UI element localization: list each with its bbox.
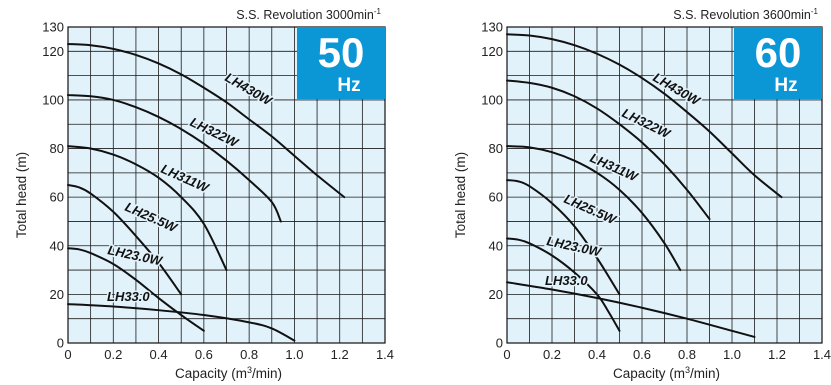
y-axis-title: Total head (m) (14, 152, 29, 238)
y-tick-label: 130 (42, 20, 64, 35)
frequency-badge-box (734, 27, 822, 99)
frequency-unit: Hz (774, 75, 797, 96)
curve-label-lh33-0: LH33.0 (545, 273, 588, 288)
x-tick-label: 0.6 (195, 347, 213, 362)
x-tick-label: 0.6 (633, 347, 651, 362)
y-tick-label: 60 (489, 190, 503, 205)
y-tick-label: 130 (481, 20, 503, 35)
x-tick-label: 1.0 (723, 347, 741, 362)
y-tick-label: 80 (50, 141, 64, 156)
x-tick-label: 0.8 (678, 347, 696, 362)
x-tick-label: 0.2 (543, 347, 561, 362)
frequency-number: 50 (318, 29, 365, 76)
x-tick-label: 1.2 (768, 347, 786, 362)
y-tick-label: 120 (481, 44, 503, 59)
x-tick-label: 0.4 (588, 347, 606, 362)
y-tick-label: 40 (50, 238, 64, 253)
revolution-label: S.S. Revolution 3000min-1 (236, 7, 381, 22)
x-tick-label: 1.0 (285, 347, 303, 362)
curve-label-lh33-0: LH33.0 (107, 289, 150, 304)
curve-lh430w (506, 33, 783, 199)
curve-lh322w (506, 79, 711, 221)
curve-lh25-5w (506, 179, 621, 296)
y-tick-label: 0 (496, 336, 503, 351)
y-tick-label: 40 (489, 238, 503, 253)
x-tick-label: 0.8 (240, 347, 258, 362)
y-tick-label: 100 (42, 92, 64, 107)
x-axis-title: Capacity (m3/min) (613, 365, 720, 381)
curve-lh322w (67, 94, 282, 223)
frequency-badge-box (297, 27, 385, 99)
revolution-label: S.S. Revolution 3600min-1 (673, 7, 818, 22)
y-tick-label: 0 (57, 336, 64, 351)
frequency-unit: Hz (337, 75, 360, 96)
x-tick-label: 0 (503, 347, 510, 362)
y-tick-label: 80 (489, 141, 503, 156)
plot-frame (506, 26, 823, 344)
y-tick-label: 60 (50, 190, 64, 205)
x-tick-label: 0.4 (150, 347, 168, 362)
x-tick-label: 0 (64, 347, 71, 362)
y-axis-title: Total head (m) (453, 152, 468, 238)
curve-lh311w (67, 145, 228, 272)
x-tick-label: 1.4 (813, 347, 831, 362)
y-tick-label: 100 (481, 92, 503, 107)
curve-lh23-0w (67, 247, 205, 332)
y-tick-label: 20 (489, 287, 503, 302)
x-tick-label: 1.4 (376, 347, 394, 362)
x-axis-title: Capacity (m3/min) (175, 365, 282, 381)
curve-lh23-0w (506, 237, 621, 332)
y-tick-label: 120 (42, 44, 64, 59)
grid (68, 27, 385, 343)
curve-lh311w (506, 145, 682, 272)
grid (507, 27, 822, 343)
frequency-number: 60 (755, 29, 802, 76)
x-tick-label: 0.2 (104, 347, 122, 362)
curve-lh430w (67, 43, 346, 199)
y-tick-label: 20 (50, 287, 64, 302)
curve-lh25-5w (67, 184, 183, 296)
x-tick-label: 1.2 (331, 347, 349, 362)
curve-lh33-0 (506, 281, 756, 338)
curve-lh33-0 (67, 303, 296, 342)
